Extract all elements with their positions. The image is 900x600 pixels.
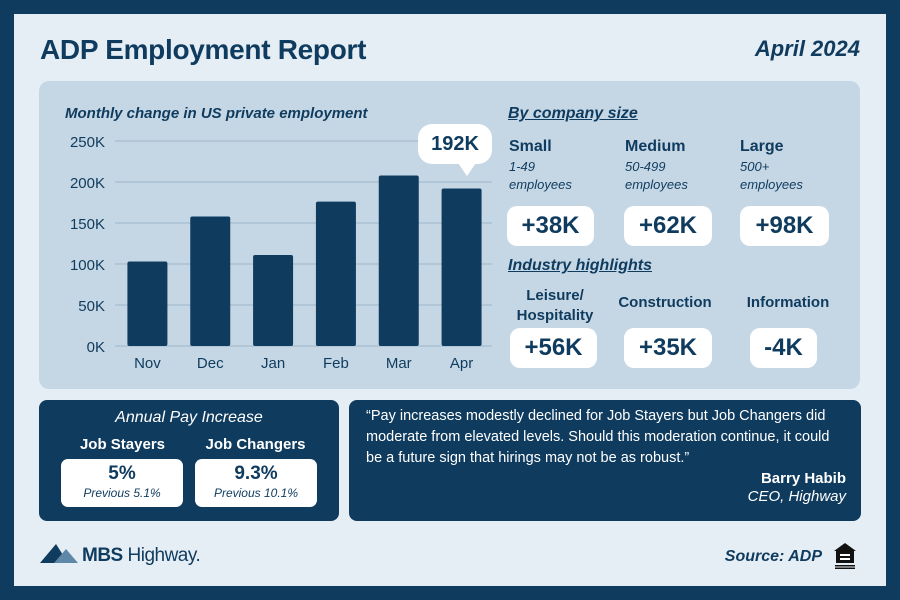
y-tick-label: 100K xyxy=(70,257,105,274)
job-stayers-card: 5% Previous 5.1% xyxy=(61,459,183,507)
size-small-range: 1-49 employees xyxy=(509,159,572,192)
logo-bold-text: MBS xyxy=(82,545,123,566)
industry-construction-name: Construction xyxy=(618,294,712,311)
size-large-name: Large xyxy=(740,138,784,155)
job-stayers-previous: Previous 5.1% xyxy=(83,486,161,500)
job-stayers-value: 5% xyxy=(108,463,136,484)
x-tick-label: Dec xyxy=(197,355,224,372)
bar xyxy=(378,175,419,346)
bar xyxy=(190,216,231,346)
job-changers-label: Job Changers xyxy=(205,436,306,453)
y-tick-label: 0K xyxy=(87,339,105,356)
industry-construction-value: +35K xyxy=(624,328,712,368)
company-size-heading: By company size xyxy=(508,105,638,122)
size-small-name: Small xyxy=(509,138,552,155)
chart-title: Monthly change in US private employment xyxy=(65,105,368,122)
x-tick-label: Apr xyxy=(450,355,473,372)
job-changers-value: 9.3% xyxy=(234,463,278,484)
equal-housing-icon xyxy=(834,543,856,569)
quote-text: “Pay increases modestly declined for Job… xyxy=(366,408,830,466)
size-small-value: +38K xyxy=(507,206,594,246)
x-tick-label: Nov xyxy=(134,355,161,372)
y-tick-label: 150K xyxy=(70,216,105,233)
callout-pointer xyxy=(458,163,476,176)
bar xyxy=(441,188,482,346)
mountain-logo-icon xyxy=(40,544,78,563)
pay-increase-title: Annual Pay Increase xyxy=(115,409,263,426)
industry-leisure-name: Leisure/ Hospitality xyxy=(516,287,594,324)
bar xyxy=(315,201,356,346)
x-tick-label: Feb xyxy=(323,355,349,372)
quote-author-role: CEO, Highway xyxy=(747,488,846,505)
quote-author: Barry Habib xyxy=(760,470,846,487)
bar xyxy=(253,254,294,346)
logo-rest-text: Highway. xyxy=(122,545,201,566)
size-medium-range: 50-499 employees xyxy=(625,159,688,192)
company-logo-text: MBS Highway. xyxy=(82,545,201,567)
size-large-range: 500+ employees xyxy=(740,159,803,192)
page-title: ADP Employment Report xyxy=(40,34,367,65)
quote-panel xyxy=(349,400,861,521)
size-medium-value: +62K xyxy=(624,206,712,246)
job-stayers-label: Job Stayers xyxy=(79,436,166,453)
x-tick-label: Mar xyxy=(386,355,412,372)
size-medium-name: Medium xyxy=(625,138,686,155)
y-tick-label: 50K xyxy=(78,298,105,315)
industry-leisure-value: +56K xyxy=(510,328,597,368)
report-date: April 2024 xyxy=(754,36,860,61)
job-changers-card: 9.3% Previous 10.1% xyxy=(195,459,317,507)
x-tick-label: Jan xyxy=(261,355,285,372)
y-tick-label: 200K xyxy=(70,175,105,192)
industry-heading: Industry highlights xyxy=(508,257,652,274)
industry-information-name: Information xyxy=(746,294,830,311)
latest-value-callout: 192K xyxy=(418,124,492,164)
size-large-value: +98K xyxy=(740,206,829,246)
source-label: Source: ADP xyxy=(724,548,822,565)
industry-information-value: -4K xyxy=(750,328,817,368)
bar xyxy=(127,261,168,346)
y-tick-label: 250K xyxy=(70,134,105,151)
job-changers-previous: Previous 10.1% xyxy=(213,486,299,500)
